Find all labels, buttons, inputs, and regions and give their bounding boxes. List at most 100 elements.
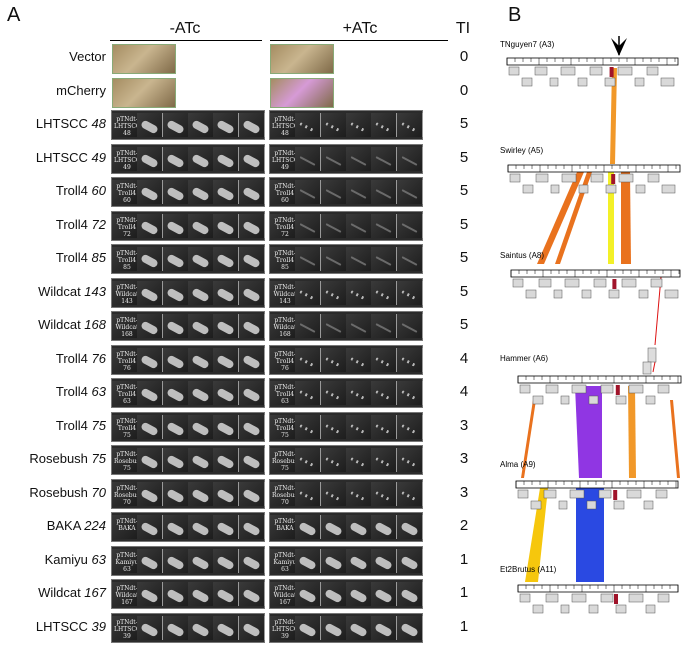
bacterial-streak [191,253,210,269]
gene-box [617,66,633,76]
minus-atc-plate-strip: pTNdt- Troll4 60 [111,177,265,207]
bacterial-streak [400,289,418,301]
plate-section [213,280,240,305]
gene-box [588,395,599,405]
gene-box [543,489,557,499]
bacterial-streak [400,457,418,468]
plate-section: pTNdt- Wildcat 168 [112,314,139,338]
strain-label: LHTSCC 48 [0,116,106,132]
strain-name: Wildcat [38,283,85,299]
gene-box [589,66,603,76]
minus-atc-header: -ATc [169,20,201,37]
gene-box [664,289,679,299]
plate-section [396,213,423,238]
plate-section [162,481,189,506]
plus-atc-plate-strip: pTNdt- Wildcat 167 [269,579,423,609]
gene-box [538,278,552,288]
marker-gene [615,385,620,395]
plate-tag: pTNdt- BAKA [116,518,138,532]
phage-number: 48 [91,116,106,131]
gene-box [593,278,607,288]
bacterial-streak [216,253,236,269]
bacterial-streak [241,119,261,135]
plate-section [396,615,423,640]
phage-number: 63 [91,551,106,567]
plate-section [187,381,214,405]
synteny-line [654,276,662,346]
ti-value: 3 [459,416,469,434]
bacterial-streak [399,588,419,604]
gene-box [608,289,620,299]
plate-tag: pTNdt- Rosebush 75 [272,451,302,472]
plate-section [320,146,347,171]
ti-value: 5 [459,115,469,132]
plate-tag: pTNdt- Wildcat 167 [115,585,139,606]
plate-section [238,615,265,640]
plate-tag: pTNdt- Wildcat 167 [273,585,297,606]
strain-name: Troll4 [55,216,92,232]
bacterial-streak [165,353,185,370]
gene-box [647,347,657,363]
phage-number: 143 [84,283,106,299]
plate-section: pTNdt- Rosebush 75 [112,448,143,472]
bacterial-streak [325,256,342,266]
gene-box [512,278,524,288]
genome-label: Hammer (A6) [500,354,548,363]
plate-section: pTNdt- Wildcat 167 [270,582,297,606]
plate-section [238,515,265,539]
ti-value: 4 [459,383,469,400]
plate-section [295,180,322,204]
plate-section: pTNdt- Rosebush 70 [270,481,301,506]
bacterial-streak [375,155,392,166]
gene-box [519,384,531,394]
bacterial-streak [325,222,342,233]
plate-section [187,582,214,606]
plate-section [371,113,398,137]
gene-box [615,604,627,614]
bacterial-streak [140,420,160,437]
plate-section [137,314,164,338]
plate-tag: pTNdt- LHTSCC 39 [272,618,299,640]
plate-tag: pTNdt- Rosebush 70 [114,484,144,506]
plus-atc-plate-strip: pTNdt- Rosebush 70 [269,478,423,509]
bacterial-streak [323,521,343,537]
gene-box [646,66,659,76]
plate-section [162,615,189,640]
plate-section [371,615,398,640]
gene-box [569,489,585,499]
bacterial-streak [165,387,185,403]
plate-section [162,381,189,405]
strain-name: Troll4 [55,417,92,433]
strain-label: Wildcat 168 [0,317,106,333]
plate-section [345,146,372,171]
strain-label: Wildcat 167 [0,585,106,601]
plate-section [371,213,398,238]
strain-name: LHTSCC [35,116,92,131]
bacterial-streak [165,554,185,571]
plate-section [345,548,372,573]
plate-section [187,180,214,204]
plate-section [137,146,164,171]
plate-section [187,314,214,338]
minus-atc-plate-strip: pTNdt- Troll4 85 [111,244,265,274]
ti-value: 5 [459,148,469,166]
plate-section [295,280,322,305]
bacterial-streak [165,219,185,236]
bacterial-streak [399,521,419,537]
gene-box [560,604,570,614]
gene-box [634,77,645,87]
bacterial-streak [323,588,343,604]
bacterial-streak [241,387,261,403]
gene-box [628,593,644,603]
gene-box [600,593,614,603]
gene-box [635,184,646,194]
bacterial-streak [241,621,261,638]
plate-section [162,180,189,204]
bacterial-streak [400,122,418,133]
plate-tag: pTNdt- Troll4 72 [116,216,138,238]
genome-ruler [515,480,679,489]
gene-box [550,184,560,194]
plate-section [187,414,214,439]
bacterial-streak [350,323,367,333]
bacterial-streak [400,390,418,401]
